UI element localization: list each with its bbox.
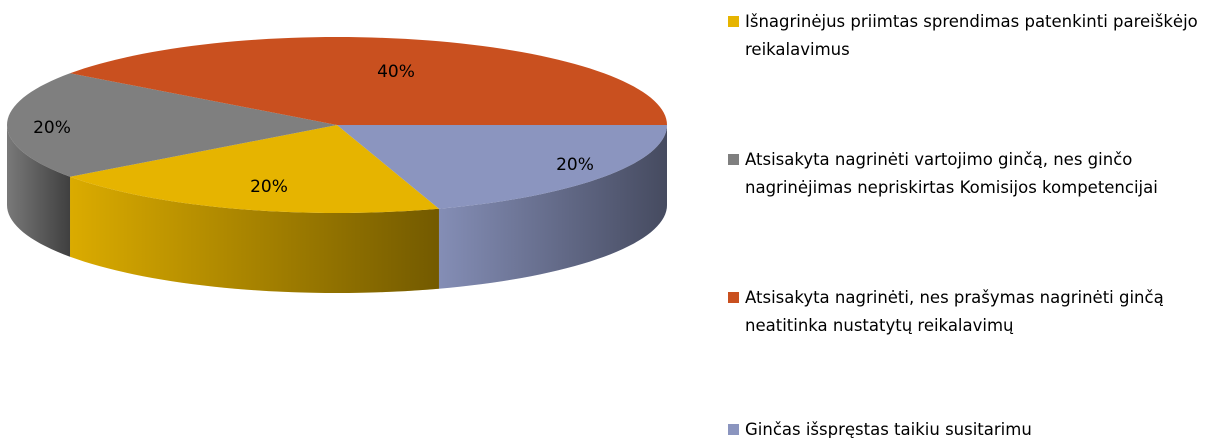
slice-side-shade [7,125,71,257]
legend-swatch [728,424,739,435]
slice-side-shade [438,125,667,289]
legend-label: Atsisakyta nagrinėti, nes prašymas nagri… [745,288,1164,335]
slice [7,73,337,177]
legend-swatch [728,154,739,165]
sides [7,125,667,293]
data-label: 40% [377,62,415,82]
legend-item: Atsisakyta nagrinėti, nes prašymas nagri… [728,284,1208,340]
pie-area: 20% 20% 40% 20% [7,37,667,293]
slice [337,125,667,209]
legend-swatch [728,16,739,27]
slice-side-shade [70,176,439,293]
legend-item: Ginčas išspręstas taikiu susitarimu [728,416,1208,438]
data-label: 20% [250,177,288,197]
legend-item: Atsisakyta nagrinėti vartojimo ginčą, ne… [728,146,1208,202]
legend-swatch [728,292,739,303]
tops [7,37,667,213]
slice [70,37,667,125]
legend-label: Atsisakyta nagrinėti vartojimo ginčą, ne… [745,150,1158,197]
legend-label: Išnagrinėjus priimtas sprendimas patenki… [745,12,1198,59]
slice [70,125,439,213]
legend-item: Išnagrinėjus priimtas sprendimas patenki… [728,8,1208,64]
data-label: 20% [33,118,71,138]
data-label: 20% [556,155,594,175]
legend-label: Ginčas išspręstas taikiu susitarimu [745,420,1032,438]
